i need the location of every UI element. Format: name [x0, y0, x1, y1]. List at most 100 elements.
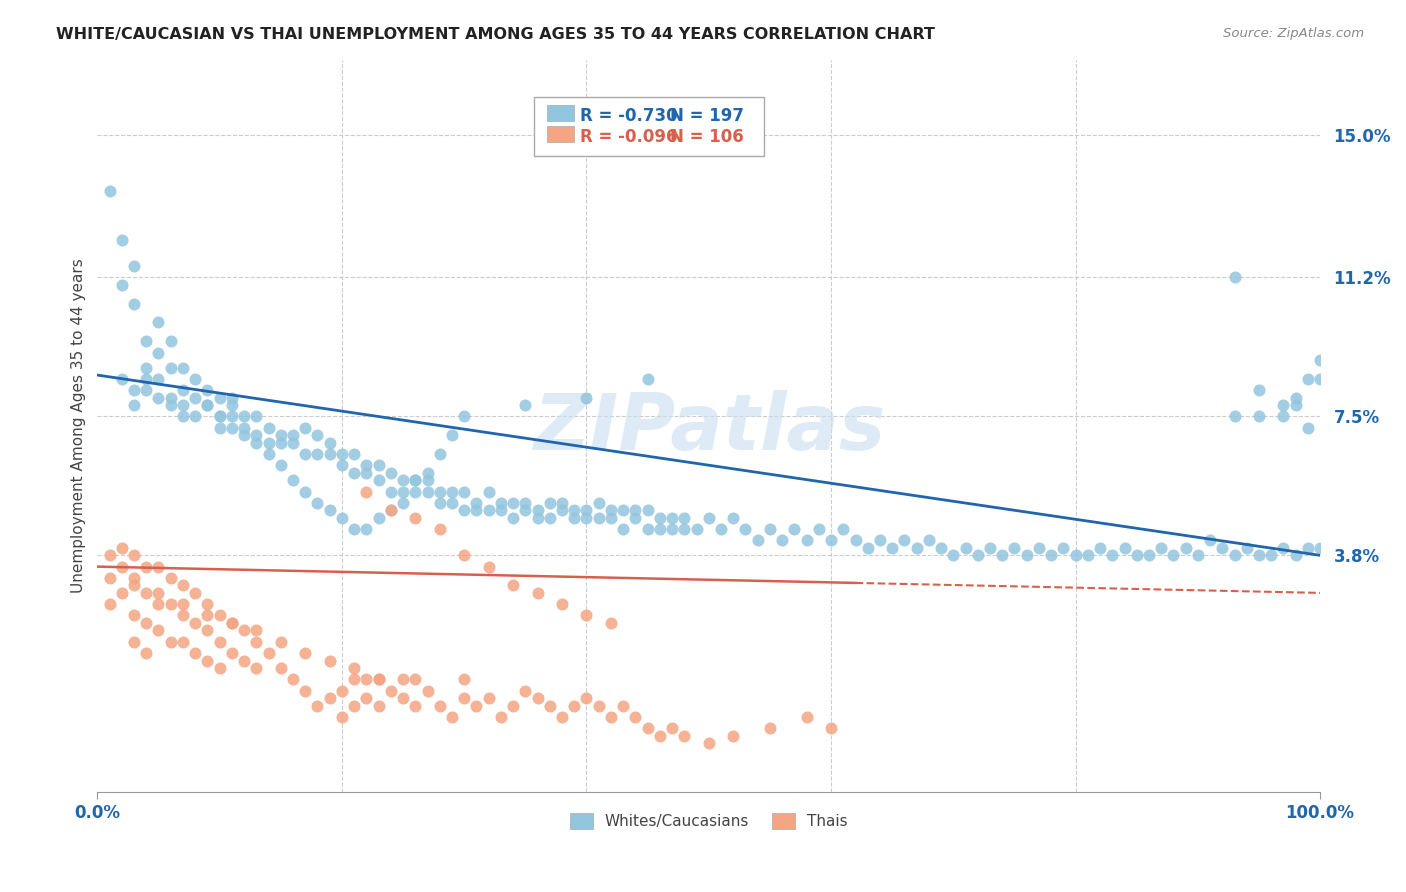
Point	[159, 334, 181, 349]
Point	[208, 409, 231, 424]
Text: ZIPatlas: ZIPatlas	[533, 390, 884, 466]
Point	[245, 428, 267, 442]
Point	[233, 409, 256, 424]
Point	[356, 522, 378, 536]
Point	[734, 522, 756, 536]
Point	[111, 586, 134, 600]
Point	[515, 683, 537, 698]
Point	[1199, 533, 1222, 548]
Point	[197, 653, 219, 667]
Point	[478, 503, 501, 517]
Point	[575, 691, 598, 706]
Point	[221, 398, 243, 412]
Point	[612, 698, 634, 713]
Point	[343, 698, 366, 713]
Point	[832, 522, 855, 536]
Point	[159, 360, 181, 375]
Point	[721, 510, 744, 524]
Point	[122, 578, 145, 592]
Point	[392, 673, 415, 687]
Point	[1077, 549, 1099, 563]
Point	[245, 634, 267, 648]
Point	[526, 586, 548, 600]
Point	[489, 503, 512, 517]
Point	[221, 409, 243, 424]
Point	[759, 721, 782, 735]
Point	[807, 522, 830, 536]
Point	[1272, 409, 1295, 424]
Point	[600, 503, 623, 517]
Text: N = 197: N = 197	[669, 107, 744, 125]
Point	[233, 624, 256, 638]
Point	[1247, 549, 1270, 563]
Point	[820, 721, 842, 735]
Point	[1211, 541, 1233, 555]
Point	[1247, 409, 1270, 424]
Point	[98, 549, 121, 563]
Point	[588, 510, 610, 524]
Point	[453, 503, 475, 517]
Point	[979, 541, 1001, 555]
Point	[1040, 549, 1063, 563]
Point	[257, 420, 280, 434]
Point	[404, 473, 426, 487]
Point	[661, 522, 683, 536]
Point	[172, 398, 194, 412]
Point	[197, 383, 219, 397]
Point	[172, 360, 194, 375]
Point	[538, 496, 561, 510]
Point	[721, 729, 744, 743]
Point	[356, 458, 378, 473]
Point	[673, 729, 696, 743]
Point	[588, 698, 610, 713]
Point	[294, 484, 316, 499]
Point	[172, 597, 194, 611]
Point	[122, 571, 145, 585]
Point	[367, 458, 389, 473]
Point	[307, 447, 329, 461]
Point	[98, 597, 121, 611]
Point	[844, 533, 866, 548]
Point	[257, 435, 280, 450]
Point	[637, 522, 659, 536]
Point	[1174, 541, 1197, 555]
Point	[356, 466, 378, 480]
Point	[404, 698, 426, 713]
Point	[429, 522, 451, 536]
Point	[661, 510, 683, 524]
Point	[465, 503, 488, 517]
Point	[624, 710, 647, 724]
Point	[526, 510, 548, 524]
Point	[184, 372, 207, 386]
Point	[600, 615, 623, 630]
Point	[600, 510, 623, 524]
Point	[380, 466, 402, 480]
Point	[221, 615, 243, 630]
Point	[318, 447, 340, 461]
Point	[294, 683, 316, 698]
Point	[747, 533, 769, 548]
Point	[562, 503, 585, 517]
Point	[1272, 398, 1295, 412]
Point	[637, 721, 659, 735]
Point	[588, 496, 610, 510]
Point	[1260, 549, 1282, 563]
Point	[367, 673, 389, 687]
Point	[330, 683, 353, 698]
Point	[1285, 391, 1308, 405]
Point	[135, 646, 157, 660]
Point	[429, 496, 451, 510]
Point	[184, 409, 207, 424]
Point	[502, 578, 524, 592]
Point	[966, 549, 988, 563]
Point	[637, 372, 659, 386]
Point	[367, 473, 389, 487]
Point	[111, 277, 134, 292]
Point	[307, 496, 329, 510]
Point	[111, 372, 134, 386]
Point	[1114, 541, 1136, 555]
Point	[1187, 549, 1209, 563]
Point	[392, 691, 415, 706]
Point	[208, 661, 231, 675]
Point	[429, 698, 451, 713]
